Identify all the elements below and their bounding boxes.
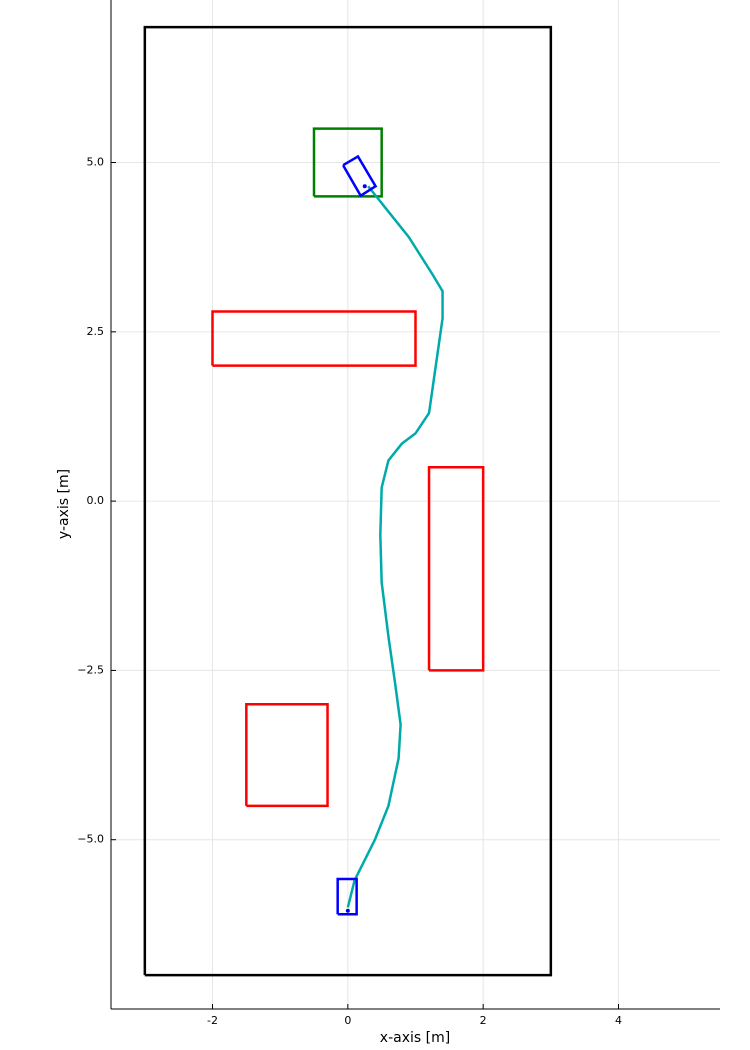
y-tick-label: 5.0 bbox=[87, 156, 105, 169]
y-axis-label: y-axis [m] bbox=[56, 469, 72, 539]
path-line bbox=[143, 25, 553, 977]
x-axis-label: x-axis [m] bbox=[380, 1030, 450, 1046]
x-tick-label: 2 bbox=[480, 1014, 487, 1027]
x-tick-label: 0 bbox=[344, 1014, 351, 1027]
y-tick-label: −5.0 bbox=[77, 833, 104, 846]
x-tick-label: -2 bbox=[207, 1014, 218, 1027]
path-line bbox=[427, 466, 485, 672]
point bbox=[362, 184, 367, 189]
path-line bbox=[346, 185, 444, 908]
path-line bbox=[336, 877, 358, 916]
path-line bbox=[211, 310, 417, 367]
y-tick-label: 2.5 bbox=[87, 325, 105, 338]
y-tick-label: −2.5 bbox=[77, 663, 104, 676]
x-tick-label: 4 bbox=[615, 1014, 622, 1027]
path-line bbox=[245, 703, 329, 808]
point bbox=[345, 908, 350, 913]
path-line bbox=[342, 154, 378, 198]
path-line bbox=[312, 127, 383, 198]
y-tick-label: 0.0 bbox=[87, 494, 105, 507]
